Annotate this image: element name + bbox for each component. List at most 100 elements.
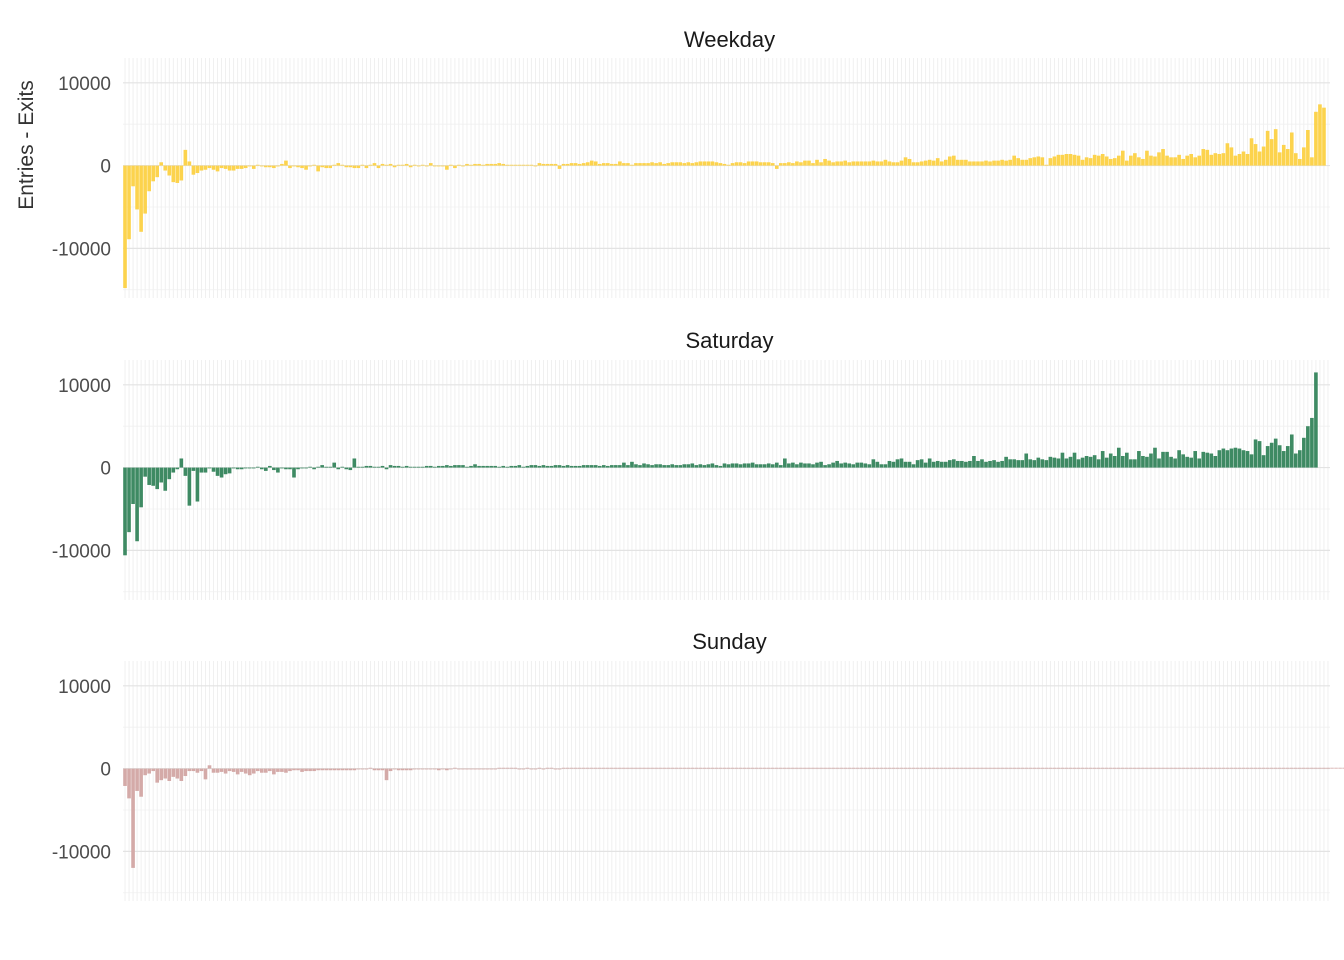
- bar: [493, 163, 497, 166]
- bar: [404, 768, 409, 771]
- bar: [952, 459, 956, 468]
- bar: [654, 163, 658, 166]
- bar: [851, 767, 856, 769]
- bar: [1201, 149, 1206, 166]
- bar: [984, 767, 988, 769]
- bar: [875, 461, 880, 468]
- bar: [811, 767, 815, 769]
- bar: [1225, 767, 1230, 769]
- bar: [907, 158, 912, 166]
- bar: [513, 465, 518, 468]
- bar: [730, 463, 735, 468]
- bar: [521, 164, 526, 166]
- bar: [702, 161, 707, 166]
- bar: [1213, 767, 1218, 769]
- bar: [553, 163, 558, 166]
- bar: [420, 768, 425, 770]
- bar: [461, 465, 465, 468]
- bar: [919, 161, 924, 166]
- bar: [577, 465, 582, 468]
- bar: [710, 463, 715, 468]
- bar: [412, 466, 417, 468]
- bar: [264, 467, 268, 471]
- bar: [288, 467, 292, 470]
- bar: [557, 165, 562, 169]
- bar: [1137, 157, 1141, 166]
- bar: [799, 767, 803, 769]
- bar: [573, 163, 578, 166]
- bar: [1289, 132, 1294, 166]
- bar: [251, 165, 256, 169]
- bar: [191, 768, 196, 772]
- bar: [1040, 157, 1045, 166]
- bar: [1108, 158, 1113, 166]
- bar: [1173, 157, 1177, 166]
- bar: [1149, 155, 1153, 166]
- bar: [264, 768, 268, 773]
- bar: [155, 165, 160, 178]
- bar: [1040, 459, 1045, 468]
- bar: [501, 465, 506, 468]
- bar: [1004, 160, 1008, 166]
- bar: [996, 767, 1000, 769]
- bar: [227, 467, 232, 474]
- bar: [424, 768, 429, 770]
- bar: [1100, 154, 1105, 166]
- bar: [1241, 151, 1246, 166]
- bar: [139, 467, 143, 508]
- bar: [815, 462, 819, 468]
- bar: [1249, 767, 1254, 769]
- bar: [445, 465, 449, 468]
- bar: [899, 458, 904, 468]
- bar: [779, 767, 783, 769]
- bar: [960, 460, 964, 468]
- bar: [674, 162, 679, 166]
- bar: [412, 164, 417, 166]
- bar: [1012, 155, 1016, 166]
- bar: [187, 467, 192, 506]
- bar: [469, 768, 473, 770]
- bar: [1193, 157, 1198, 166]
- bar: [879, 464, 884, 468]
- bar: [1185, 456, 1189, 468]
- bar: [867, 161, 872, 166]
- bar: [851, 161, 856, 166]
- bar: [843, 160, 847, 166]
- panel-sunday: Sunday 10000 0 -10000: [52, 629, 1344, 901]
- bar: [368, 767, 373, 769]
- bar: [585, 162, 590, 166]
- bar: [123, 768, 127, 786]
- bar: [996, 160, 1000, 166]
- bar: [1004, 767, 1008, 769]
- bar: [525, 465, 530, 468]
- bar: [1257, 441, 1262, 468]
- bar: [807, 463, 811, 468]
- bar: [521, 466, 526, 468]
- bar: [1249, 138, 1254, 166]
- bar: [432, 768, 437, 770]
- bar: [903, 767, 908, 769]
- bar: [686, 767, 691, 769]
- bar: [610, 465, 614, 468]
- bar: [404, 465, 409, 468]
- bar: [1008, 459, 1012, 468]
- bar: [259, 768, 264, 773]
- bar: [477, 768, 481, 770]
- bar: [956, 767, 960, 769]
- bar: [742, 463, 747, 468]
- bar: [859, 161, 864, 166]
- bar: [497, 767, 501, 769]
- bar: [931, 160, 936, 166]
- bar: [127, 467, 131, 533]
- bar: [1213, 153, 1218, 166]
- bar: [565, 163, 570, 166]
- bar: [851, 464, 856, 468]
- bar: [614, 767, 618, 769]
- bar: [992, 767, 996, 769]
- bar: [601, 465, 606, 468]
- bar: [1197, 155, 1202, 166]
- bar: [855, 767, 860, 769]
- bar: [1181, 454, 1185, 468]
- bar: [803, 767, 807, 769]
- bar: [501, 163, 506, 166]
